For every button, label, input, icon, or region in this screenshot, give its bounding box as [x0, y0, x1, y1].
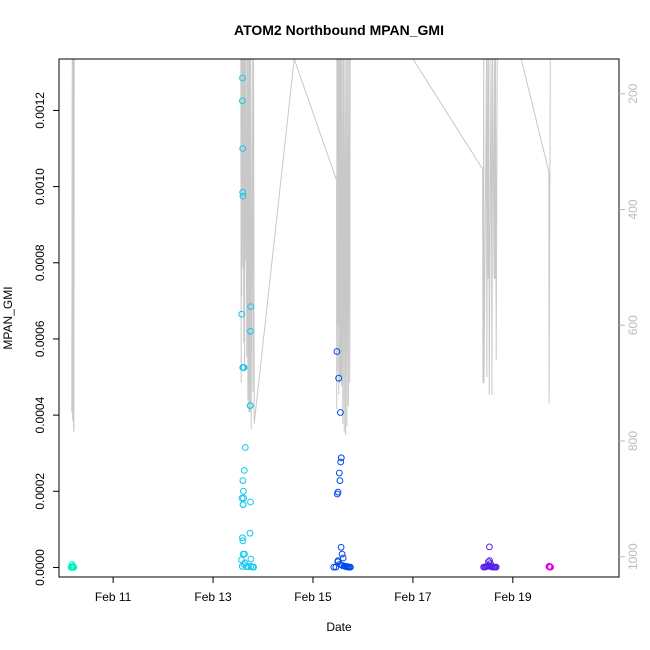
data-point: [240, 467, 248, 474]
data-point: [487, 560, 494, 568]
x-tick-label: Feb 13: [194, 590, 232, 604]
data-point: [240, 487, 247, 495]
x-axis: Feb 11 Feb 13 Feb 15 Feb 17 Feb 19: [95, 577, 532, 604]
x-tick-label: Feb 19: [494, 590, 532, 604]
data-point: [335, 374, 343, 382]
data-point: [333, 348, 341, 355]
data-point: [486, 543, 493, 551]
y-tick-label: 0.0002: [33, 473, 47, 510]
data-point: [330, 563, 338, 571]
data-point: [239, 74, 246, 82]
x-tick-label: Feb 17: [394, 590, 432, 604]
data-point: [337, 409, 344, 416]
data-point: [240, 364, 248, 371]
data-point: [332, 563, 340, 571]
data-point: [239, 534, 246, 542]
data-point: [239, 501, 247, 509]
pressure-trace-line: [71, 59, 552, 436]
y-axis-right: 200 400 600 800 1000: [619, 83, 640, 570]
data-point: [337, 543, 345, 551]
data-point: [485, 558, 492, 566]
y-axis: 0.0000 0.0002 0.0004 0.0006 0.0008 0.0010 0.00…: [33, 92, 59, 586]
data-point: [339, 554, 347, 562]
data-point: [247, 498, 254, 506]
data-point: [239, 97, 246, 105]
y-tick-label: 0.0000: [33, 549, 47, 586]
y-tick-label: 0.0012: [33, 92, 47, 129]
x-axis-label: Date: [326, 620, 352, 634]
data-point: [246, 529, 254, 537]
data-point: [247, 402, 254, 410]
points-layer: [67, 74, 554, 571]
data-point: [347, 563, 354, 571]
data-point: [239, 477, 247, 485]
y-axis-label: MPAN_GMI: [1, 286, 15, 349]
y-tick-label: 0.0008: [33, 244, 47, 281]
data-point: [247, 303, 255, 311]
data-point: [250, 563, 258, 571]
data-point: [247, 555, 255, 563]
data-point: [239, 145, 247, 152]
data-point: [547, 563, 554, 571]
plot-frame: [58, 58, 620, 578]
right-tick-label: 800: [626, 431, 640, 451]
pressure-trace-layer: [71, 59, 552, 436]
data-point: [69, 562, 77, 570]
data-point: [337, 454, 345, 462]
right-tick-label: 600: [626, 315, 640, 335]
data-point: [239, 188, 247, 196]
right-tick-label: 200: [626, 83, 640, 103]
x-tick-label: Feb 15: [294, 590, 332, 604]
data-point: [334, 488, 342, 496]
data-point: [238, 310, 246, 318]
data-point: [492, 563, 500, 571]
y-tick-label: 0.0004: [33, 396, 47, 433]
data-point: [335, 469, 343, 477]
data-point: [337, 458, 345, 466]
data-point: [336, 477, 344, 485]
data-point: [239, 537, 247, 545]
x-tick-label: Feb 11: [95, 590, 132, 604]
data-point: [245, 563, 252, 571]
data-point: [486, 557, 494, 564]
data-point: [241, 444, 249, 451]
right-tick-label: 1000: [626, 543, 640, 570]
data-point: [239, 550, 247, 558]
data-point: [247, 327, 254, 335]
right-tick-label: 400: [626, 199, 640, 219]
y-tick-label: 0.0010: [33, 168, 47, 205]
y-tick-label: 0.0006: [33, 320, 47, 357]
data-point: [338, 550, 346, 558]
chart-title: ATOM2 Northbound MPAN_GMI: [234, 22, 444, 38]
data-point: [239, 192, 247, 200]
data-point: [238, 494, 246, 502]
